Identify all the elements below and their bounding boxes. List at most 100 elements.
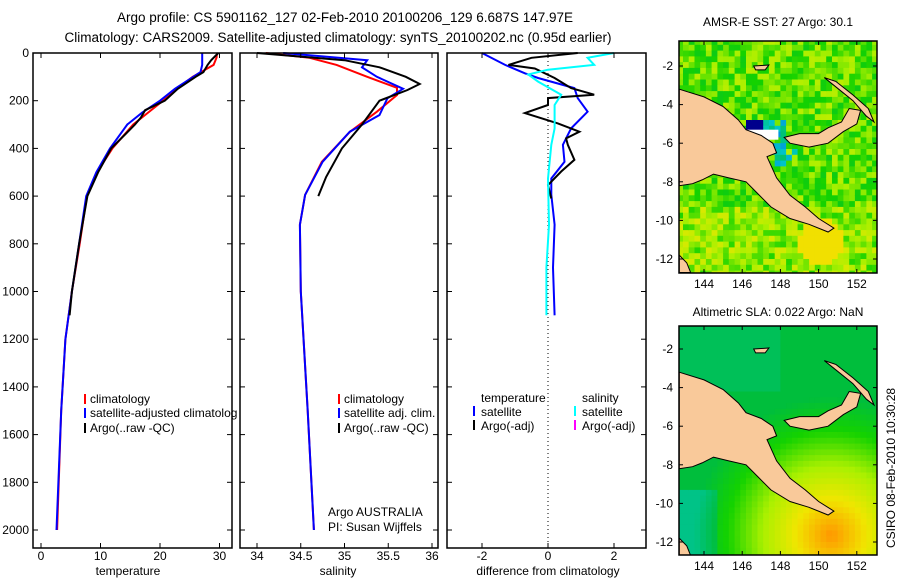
data-cell <box>780 120 787 127</box>
data-cell <box>814 472 822 479</box>
data-cell <box>688 235 695 243</box>
data-cell <box>826 143 833 150</box>
data-cell <box>763 96 770 104</box>
data-cell <box>797 507 804 514</box>
data-cell <box>786 449 793 456</box>
data-cell <box>786 143 793 150</box>
data-cell <box>854 62 862 69</box>
data-cell <box>711 183 718 191</box>
data-cell <box>809 79 816 86</box>
data-cell <box>837 102 844 110</box>
data-cell <box>746 356 753 364</box>
data-cell <box>694 218 701 225</box>
data-cell <box>866 206 873 214</box>
data-cell <box>700 513 707 520</box>
data-cell <box>820 536 827 543</box>
data-cell <box>705 478 713 485</box>
data-cell <box>826 472 833 479</box>
data-cell <box>878 143 884 149</box>
data-cell <box>832 154 839 162</box>
data-cell <box>878 184 884 190</box>
data-cell <box>780 143 787 150</box>
data-cell <box>786 224 793 231</box>
data-cell <box>711 189 718 196</box>
data-cell <box>809 489 816 497</box>
data-cell <box>860 339 867 346</box>
data-cell <box>734 374 741 381</box>
data-cell <box>740 235 747 243</box>
data-cell <box>797 259 804 266</box>
data-cell <box>843 206 850 214</box>
sla-map-title: Altimetric SLA: 0.022 Argo: NaN <box>693 305 864 319</box>
data-cell <box>728 91 736 98</box>
data-cell <box>740 102 747 110</box>
data-cell <box>768 368 776 375</box>
data-cell <box>734 212 741 220</box>
data-cell <box>872 270 877 273</box>
data-cell <box>791 154 799 162</box>
data-cell <box>860 264 867 272</box>
data-cell <box>826 443 833 450</box>
data-cell <box>866 235 873 243</box>
data-cell <box>843 501 850 508</box>
data-cell <box>786 149 793 156</box>
data-cell <box>740 56 747 63</box>
data-cell <box>746 379 753 387</box>
data-cell <box>728 339 736 346</box>
data-cell <box>843 391 850 398</box>
data-cell <box>791 385 799 393</box>
data-cell <box>757 542 764 549</box>
data-cell <box>700 91 707 98</box>
lon-tick-label: 146 <box>732 559 752 573</box>
data-cell <box>803 154 810 162</box>
data-cell <box>843 230 850 237</box>
data-cell <box>717 189 724 196</box>
data-cell <box>854 524 862 531</box>
data-cell <box>860 270 867 273</box>
data-cell <box>832 85 839 92</box>
data-cell <box>849 56 856 63</box>
data-cell <box>832 201 839 208</box>
data-cell <box>849 67 856 75</box>
data-cell <box>751 368 759 375</box>
data-cell <box>791 50 799 57</box>
data-cell <box>837 114 844 121</box>
data-cell <box>705 259 713 266</box>
data-cell <box>866 270 873 273</box>
data-cell <box>757 403 764 410</box>
data-cell <box>786 326 793 329</box>
data-cell <box>740 391 747 398</box>
data-cell <box>854 230 862 237</box>
data-cell <box>786 247 793 254</box>
data-cell <box>826 350 833 358</box>
data-cell <box>809 154 816 162</box>
data-cell <box>688 62 695 69</box>
data-cell <box>797 385 804 393</box>
data-cell <box>832 120 839 127</box>
data-cell <box>717 495 724 503</box>
data-cell <box>774 56 781 63</box>
data-cell <box>740 518 747 526</box>
land-polygon <box>783 390 862 431</box>
data-cell <box>740 62 747 69</box>
data-cell <box>774 339 781 346</box>
data-cell <box>757 235 764 243</box>
data-cell <box>803 41 810 46</box>
data-cell <box>746 408 753 416</box>
data-cell <box>763 327 770 335</box>
data-cell <box>797 160 804 167</box>
data-cell <box>683 73 690 81</box>
data-cell <box>786 259 793 266</box>
data-cell <box>809 62 816 69</box>
data-cell <box>866 91 873 98</box>
data-cell <box>797 530 804 537</box>
data-cell <box>820 466 827 474</box>
data-cell <box>809 125 816 133</box>
y-tick-label: 2000 <box>2 523 29 537</box>
data-cell <box>878 265 884 271</box>
data-cell <box>694 350 701 358</box>
data-cell <box>774 420 781 427</box>
data-cell <box>814 177 822 185</box>
data-cell <box>872 350 877 358</box>
data-cell <box>854 513 862 520</box>
